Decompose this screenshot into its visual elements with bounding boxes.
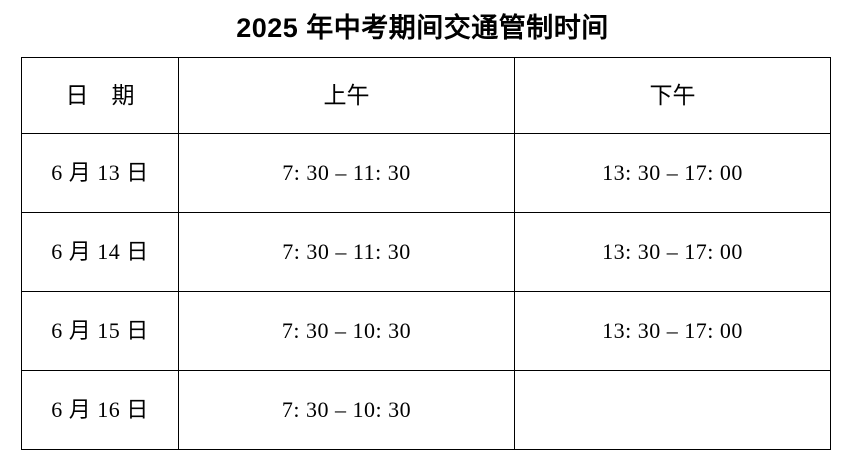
cell-morning-time: 7: 30 – 10: 30	[178, 370, 515, 450]
cell-date: 6 月 13 日	[21, 133, 179, 213]
column-header-morning: 上午	[178, 57, 515, 134]
cell-morning-time: 7: 30 – 10: 30	[178, 291, 515, 371]
column-header-afternoon: 下午	[514, 57, 831, 134]
table-header-row: 日 期 上午 下午	[21, 57, 831, 134]
cell-date: 6 月 14 日	[21, 212, 179, 292]
schedule-table-container: 日 期 上午 下午 6 月 13 日 7: 30 – 11: 30 13: 30…	[21, 57, 831, 450]
cell-afternoon-time: 13: 30 – 17: 00	[514, 212, 831, 292]
page-title: 2025 年中考期间交通管制时间	[236, 13, 609, 43]
table-row: 6 月 16 日 7: 30 – 10: 30	[21, 370, 831, 450]
cell-morning-time: 7: 30 – 11: 30	[178, 212, 515, 292]
table-row: 6 月 15 日 7: 30 – 10: 30 13: 30 – 17: 00	[21, 291, 831, 371]
table-row: 6 月 13 日 7: 30 – 11: 30 13: 30 – 17: 00	[21, 133, 831, 213]
cell-afternoon-time	[514, 370, 831, 450]
cell-date: 6 月 16 日	[21, 370, 179, 450]
traffic-control-schedule-table: 日 期 上午 下午 6 月 13 日 7: 30 – 11: 30 13: 30…	[21, 57, 831, 450]
table-row: 6 月 14 日 7: 30 – 11: 30 13: 30 – 17: 00	[21, 212, 831, 292]
cell-afternoon-time: 13: 30 – 17: 00	[514, 133, 831, 213]
column-header-date: 日 期	[21, 57, 179, 134]
cell-afternoon-time: 13: 30 – 17: 00	[514, 291, 831, 371]
cell-morning-time: 7: 30 – 11: 30	[178, 133, 515, 213]
cell-date: 6 月 15 日	[21, 291, 179, 371]
